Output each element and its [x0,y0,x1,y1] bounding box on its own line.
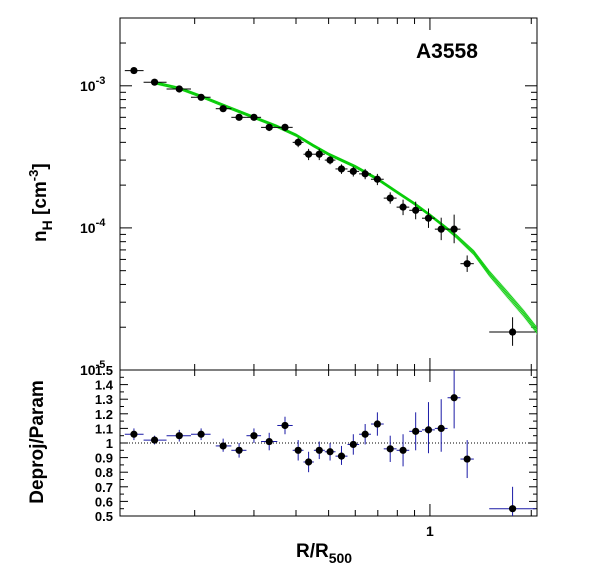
data-point [373,420,381,428]
y-tick-label: 10-4 [80,217,106,236]
data-point [361,170,369,178]
data-point [197,93,205,101]
y-tick-label: 1.4 [95,378,114,393]
y-tick-label: 0.6 [95,494,113,509]
data-point [315,150,323,158]
data-point [463,260,471,268]
data-point [412,206,420,214]
data-point [424,426,433,434]
data-point [294,446,302,454]
data-point [219,442,227,450]
data-point [349,440,357,449]
data-point [373,175,381,183]
y-axis-symbol: n [30,230,51,242]
data-point [463,455,471,463]
data-point [304,458,313,466]
data-point [412,427,420,435]
x-axis-symbol: R/R [296,541,329,562]
y-tick-label-exponent: -5 [96,359,106,371]
data-point [386,445,394,453]
y-axis-unit-exponent: -3 [26,170,41,182]
data-point [265,123,273,131]
y-tick-label: 10-5 [80,359,105,378]
y-axis-unit-close: ] [30,163,51,169]
data-point [361,430,369,438]
y-tick-label-base: 10 [80,362,96,378]
y-tick-label-base: 10 [80,220,96,236]
bottom-y-axis-title: Deproj/Param [27,380,48,504]
data-point [437,424,445,432]
density-data-points [124,66,536,346]
y-tick-label: 1.3 [95,392,113,407]
data-point [349,167,357,175]
data-point [130,430,138,438]
y-tick-label: 0.9 [95,451,113,466]
x-tick-label: 1 [426,523,434,539]
data-point [326,448,334,456]
density-profile-panel: 10-310-410-5 A3558 nH [cm-3] [26,17,538,378]
data-point [424,214,433,222]
data-point [386,194,394,202]
data-point [315,446,323,454]
data-point [175,432,183,440]
data-point [175,85,183,93]
data-point [250,432,258,440]
data-point [399,203,407,211]
data-point [326,156,334,164]
data-point [219,105,227,113]
ratio-panel: 0.50.60.70.80.911.11.21.31.41.51 Deproj/… [27,363,538,566]
data-point [281,421,289,430]
data-point [399,446,407,454]
y-tick-label-exponent: -3 [96,75,106,87]
data-point [304,150,313,158]
data-point [250,113,258,121]
y-tick-label: 10-3 [80,75,105,94]
data-point [281,123,289,131]
y-tick-label-exponent: -4 [96,217,107,229]
y-tick-label: 1 [106,436,113,451]
data-point [437,225,445,233]
y-tick-label: 1.2 [95,407,113,422]
data-point [265,437,273,446]
x-axis-subscript: 500 [329,550,353,566]
y-tick-label-base: 10 [80,78,96,94]
cluster-name-label: A3558 [416,40,478,63]
data-point [337,165,346,173]
y-tick-label: 0.5 [95,509,113,524]
data-point [235,113,243,121]
y-tick-label: 1.5 [95,363,113,378]
data-point [508,505,517,513]
data-point [150,78,159,86]
data-point [450,394,458,402]
data-point [197,430,205,438]
y-tick-label: 0.8 [95,465,113,480]
data-point [508,328,517,336]
data-point [235,446,243,454]
top-y-axis-title: nH [cm-3] [26,163,55,242]
x-axis-title: R/R500 [296,541,352,566]
data-point [450,225,458,233]
y-tick-label: 1.1 [95,421,113,436]
y-axis-unit-open: [cm [30,181,51,220]
data-point [337,452,346,460]
ratio-data-points [124,370,536,516]
data-point [150,436,159,444]
y-tick-label: 0.7 [95,480,113,495]
data-point [294,138,302,146]
y-axis-subscript: H [39,220,55,230]
data-point [130,66,138,75]
